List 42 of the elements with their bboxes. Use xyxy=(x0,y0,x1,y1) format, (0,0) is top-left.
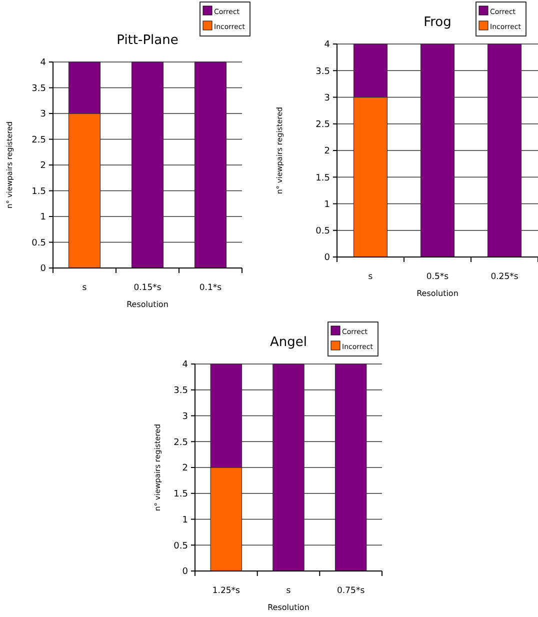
y-tick-label: 3.5 xyxy=(32,84,46,94)
y-tick-label: 2 xyxy=(324,146,330,157)
y-tick-label: 3 xyxy=(182,412,188,422)
chart-title: Pitt-Plane xyxy=(116,33,178,48)
y-tick-label: 3 xyxy=(40,110,46,120)
chart-title: Angel xyxy=(270,335,307,350)
y-tick-label: 4 xyxy=(324,40,330,50)
y-tick-label: 0.5 xyxy=(174,541,188,552)
x-tick-label: s xyxy=(82,283,88,293)
y-tick-label: 4 xyxy=(182,360,188,370)
y-tick-label: 1.5 xyxy=(316,173,330,184)
y-tick-label: 0.5 xyxy=(316,226,330,237)
y-tick-label: 0 xyxy=(40,264,46,274)
x-tick-label: 0.1*s xyxy=(199,283,222,293)
y-tick-label: 1.5 xyxy=(174,490,188,500)
y-tick-label: 0 xyxy=(324,253,330,264)
y-tick-label: 1 xyxy=(40,212,46,223)
y-tick-label: 3.5 xyxy=(174,386,188,396)
x-tick-label: 1.25*s xyxy=(212,586,241,596)
y-tick-label: 3 xyxy=(324,93,330,104)
x-axis-title: Resolution xyxy=(126,300,168,309)
y-tick-label: 0 xyxy=(182,567,188,578)
y-tick-label: 2 xyxy=(40,161,46,172)
x-tick-label: s xyxy=(286,586,292,596)
chart-title: Frog xyxy=(424,15,452,30)
y-tick-label: 2.5 xyxy=(174,438,188,448)
y-tick-label: 2.5 xyxy=(32,135,46,146)
x-tick-label: 0.5*s xyxy=(426,272,450,282)
y-tick-label: 1.5 xyxy=(32,186,46,197)
x-axis-title: Resolution xyxy=(268,603,310,612)
y-tick-label: 1 xyxy=(182,515,188,526)
y-tick-label: 3.5 xyxy=(316,66,330,77)
x-tick-label: 0.25*s xyxy=(490,272,519,282)
y-tick-label: 4 xyxy=(40,58,46,68)
x-tick-label: 0.75*s xyxy=(337,586,366,596)
x-tick-label: 0.15*s xyxy=(134,283,162,293)
y-tick-label: 1 xyxy=(324,200,330,210)
x-axis-title: Resolution xyxy=(416,289,458,298)
y-tick-label: 0.5 xyxy=(32,238,46,248)
x-tick-label: s xyxy=(368,272,374,282)
y-tick-label: 2 xyxy=(182,464,188,474)
y-tick-label: 2.5 xyxy=(316,120,330,130)
